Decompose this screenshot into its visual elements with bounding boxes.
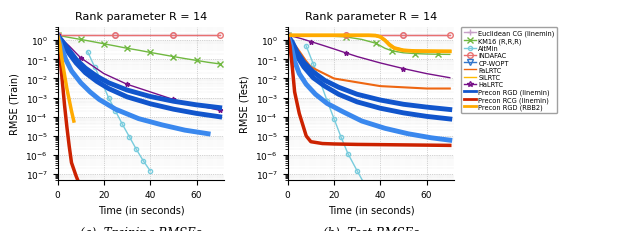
Legend: Euclidean CG (linemin), KM16 (R,R,R), AltMin, INDAFAC, CP-WOPT, FaLRTC, SiLRTC, : Euclidean CG (linemin), KM16 (R,R,R), Al… (461, 28, 557, 113)
Text: (b)  Test RMSEs: (b) Test RMSEs (323, 226, 419, 231)
X-axis label: Time (in seconds): Time (in seconds) (98, 204, 184, 214)
Y-axis label: RMSE (Train): RMSE (Train) (10, 73, 20, 135)
Text: (a)  Training RMSEs: (a) Training RMSEs (80, 226, 202, 231)
Title: Rank parameter R = 14: Rank parameter R = 14 (75, 12, 207, 21)
Title: Rank parameter R = 14: Rank parameter R = 14 (305, 12, 437, 21)
X-axis label: Time (in seconds): Time (in seconds) (328, 204, 414, 214)
Y-axis label: RMSE (Test): RMSE (Test) (240, 75, 250, 133)
